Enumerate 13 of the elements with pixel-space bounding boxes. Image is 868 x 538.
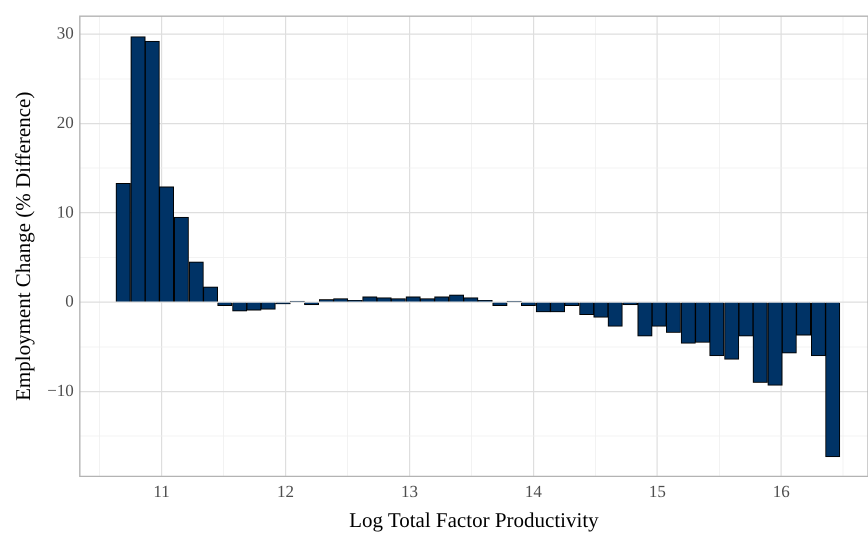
x-tick-label: 15 [648,482,666,502]
x-tick-label: 13 [400,482,418,502]
y-tick-label: 20 [56,112,74,132]
y-axis-title: Employment Change (% Difference) [11,92,36,401]
x-tick-label: 14 [524,482,542,502]
x-tick-label: 16 [772,482,790,502]
y-tick-label: 0 [65,292,74,311]
x-tick-label: 11 [153,482,170,502]
x-tick-label: 12 [277,482,294,502]
y-tick-label: 10 [56,202,74,222]
y-tick-label: −10 [47,380,74,400]
x-axis-title: Log Total Factor Productivity [349,508,600,532]
y-tick-label: 30 [56,24,74,43]
